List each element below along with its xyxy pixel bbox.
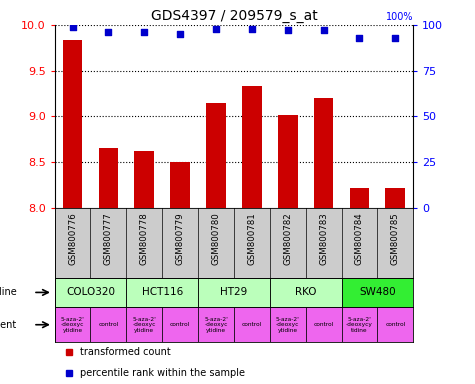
Text: HT29: HT29 [220,288,247,298]
Point [248,26,256,32]
Bar [126,307,162,343]
Point [391,35,399,41]
Text: GSM800776: GSM800776 [68,213,77,265]
Bar [170,162,190,384]
Text: GSM800777: GSM800777 [104,213,113,265]
Bar [350,188,370,384]
Bar [342,278,413,307]
Bar [162,307,198,343]
Text: RKO: RKO [295,288,316,298]
Point [104,29,112,35]
Point [284,27,292,33]
Text: control: control [314,322,334,327]
Text: cell line: cell line [0,288,17,298]
Bar [378,307,413,343]
Text: GSM800778: GSM800778 [140,213,149,265]
Text: GSM800779: GSM800779 [176,213,185,265]
Text: control: control [385,322,406,327]
Text: control: control [170,322,190,327]
Bar [55,278,126,307]
Bar [234,307,270,343]
Bar [306,307,342,343]
Title: GDS4397 / 209579_s_at: GDS4397 / 209579_s_at [151,8,317,23]
Text: 5-aza-2'
-deoxyc
ytidine: 5-aza-2' -deoxyc ytidine [61,317,85,333]
Point [141,29,148,35]
Text: COLO320: COLO320 [66,288,115,298]
Bar [91,307,126,343]
Point [320,27,327,33]
Point [212,26,220,32]
Text: GSM800780: GSM800780 [211,213,220,265]
Bar [342,307,378,343]
Text: HCT116: HCT116 [142,288,183,298]
Bar [270,307,306,343]
Text: control: control [242,322,262,327]
Text: percentile rank within the sample: percentile rank within the sample [80,367,245,377]
Bar [278,116,298,384]
Bar [55,307,91,343]
Text: GSM800783: GSM800783 [319,213,328,265]
Text: GSM800781: GSM800781 [247,213,257,265]
Bar [198,307,234,343]
Text: GSM800784: GSM800784 [355,213,364,265]
Text: transformed count: transformed count [80,347,171,357]
Text: SW480: SW480 [359,288,396,298]
Point [356,35,363,41]
Bar [126,278,198,307]
Point [176,31,184,37]
Text: agent: agent [0,320,17,330]
Bar [198,278,270,307]
Point [69,24,76,30]
Text: 5-aza-2'
-deoxyc
ytidine: 5-aza-2' -deoxyc ytidine [204,317,228,333]
Bar [63,40,83,384]
Bar [98,148,118,384]
Bar [270,278,342,307]
Bar [385,188,405,384]
Bar [314,98,333,384]
Text: 5-aza-2'
-deoxyc
ytidine: 5-aza-2' -deoxyc ytidine [133,317,156,333]
Bar [134,151,154,384]
Text: control: control [98,322,119,327]
Bar [206,103,226,384]
Text: 5-aza-2'
-deoxycy
tidine: 5-aza-2' -deoxycy tidine [346,317,373,333]
Text: GSM800785: GSM800785 [391,213,400,265]
Text: 100%: 100% [386,12,413,22]
Bar [242,86,262,384]
Text: GSM800782: GSM800782 [283,213,292,265]
Text: 5-aza-2'
-deoxyc
ytidine: 5-aza-2' -deoxyc ytidine [276,317,300,333]
